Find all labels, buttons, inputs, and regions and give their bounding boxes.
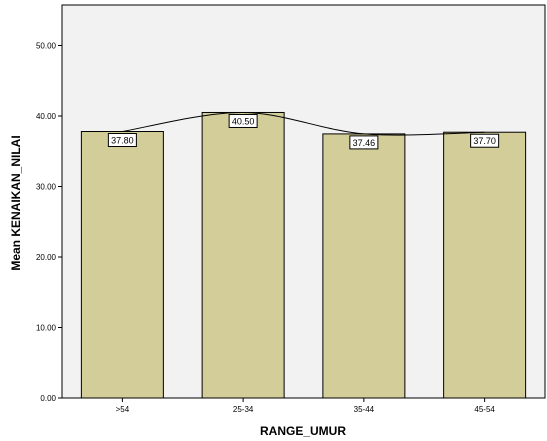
data-label: 37.46 <box>349 135 379 150</box>
y-tick-label: 40.00 <box>36 112 57 121</box>
data-label: 40.50 <box>228 113 258 128</box>
y-tick-label: 30.00 <box>36 183 57 192</box>
data-label-box <box>349 135 379 150</box>
bar <box>443 131 527 399</box>
bar <box>322 133 406 399</box>
x-tick-label: 45-54 <box>474 405 495 414</box>
data-label-box <box>470 133 500 148</box>
interpolation-line <box>122 111 485 136</box>
x-tick-label: 35-44 <box>354 405 375 414</box>
data-label: 37.70 <box>470 133 500 148</box>
bar <box>80 131 164 399</box>
x-tick-label: >54 <box>116 405 130 414</box>
x-axis: >54 25-34 35-44 45-54 <box>116 398 495 414</box>
bar <box>201 111 285 399</box>
data-label-value: 37.46 <box>353 138 376 148</box>
data-label-box <box>228 113 258 128</box>
data-label-value: 37.80 <box>111 136 134 146</box>
y-tick-label: 0.00 <box>40 394 56 403</box>
x-axis-title: RANGE_UMUR <box>260 424 346 438</box>
y-tick-label: 50.00 <box>36 42 57 51</box>
data-label: 37.80 <box>107 133 137 148</box>
y-tick-label: 20.00 <box>36 253 57 262</box>
bars <box>80 111 527 399</box>
data-label-box <box>107 133 137 148</box>
y-tick-label: 10.00 <box>36 324 57 333</box>
data-label-value: 40.50 <box>232 116 255 126</box>
x-tick-label: 25-34 <box>233 405 254 414</box>
y-axis-title: Mean KENAIKAN_NILAI <box>9 135 23 270</box>
data-label-value: 37.70 <box>473 136 496 146</box>
data-labels: 37.80 40.50 37.46 37.70 <box>107 113 500 150</box>
y-axis: 0.00 10.00 20.00 30.00 40.00 50.00 <box>36 42 62 403</box>
